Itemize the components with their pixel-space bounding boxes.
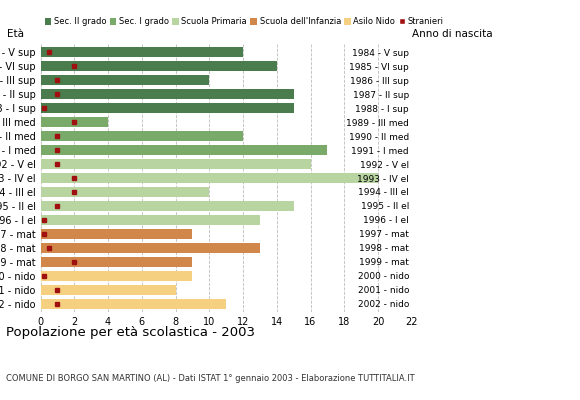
Bar (41, 47, 243, 57)
Bar (41, 117, 108, 127)
Bar (41, 271, 193, 281)
Bar (41, 187, 209, 197)
Bar (41, 61, 277, 71)
Text: COMUNE DI BORGO SAN MARTINO (AL) - Dati ISTAT 1° gennaio 2003 - Elaborazione TUT: COMUNE DI BORGO SAN MARTINO (AL) - Dati … (6, 374, 415, 383)
Bar (41, 159, 310, 169)
Legend: Sec. II grado, Sec. I grado, Scuola Primaria, Scuola dell'Infanzia, Asilo Nido, : Sec. II grado, Sec. I grado, Scuola Prim… (45, 18, 444, 26)
Bar (41, 131, 243, 141)
Bar (41, 257, 193, 267)
Bar (41, 229, 193, 239)
Bar (41, 201, 293, 211)
Bar (41, 75, 209, 85)
Bar (41, 215, 260, 225)
Bar (41, 173, 378, 183)
Text: Anno di nascita: Anno di nascita (412, 29, 492, 39)
Text: Età: Età (7, 29, 24, 39)
Bar (41, 243, 260, 253)
Text: Popolazione per età scolastica - 2003: Popolazione per età scolastica - 2003 (6, 326, 255, 339)
Bar (41, 285, 176, 295)
Bar (41, 298, 226, 309)
Bar (41, 103, 293, 113)
Bar (41, 145, 328, 155)
Bar (41, 89, 293, 99)
